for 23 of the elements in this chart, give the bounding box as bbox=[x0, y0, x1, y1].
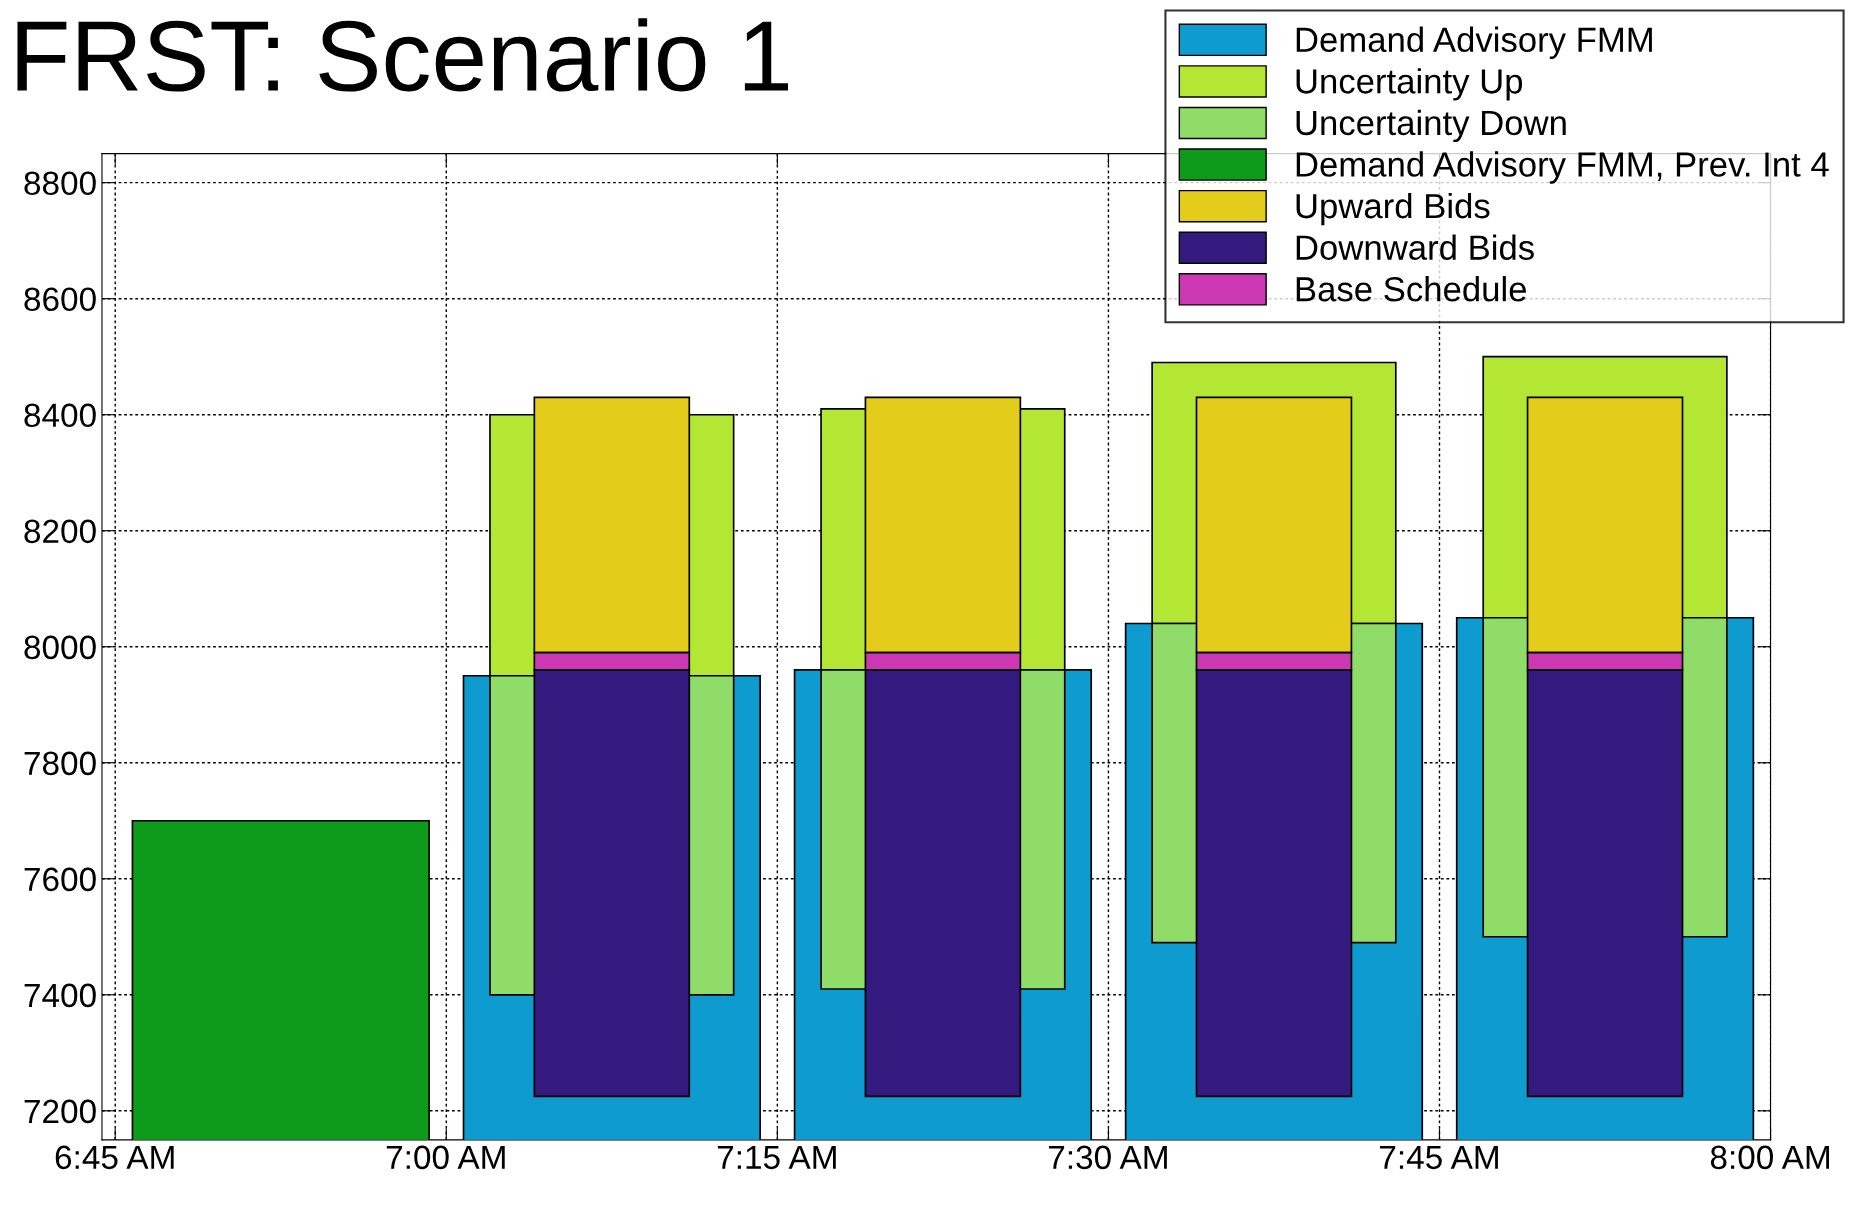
chart-title: FRST: Scenario 1 bbox=[17, 18, 788, 92]
legend-label: Uncertainty Down bbox=[1296, 109, 1566, 143]
legend-label: Demand Advisory FMM, Prev. Int 4 bbox=[1296, 151, 1829, 184]
y-tick-label: 8800 bbox=[24, 171, 96, 196]
legend-label: Demand Advisory FMM bbox=[1296, 26, 1652, 59]
x-tick-label: 7:45 AM bbox=[1380, 1145, 1498, 1170]
y-tick-label: 7200 bbox=[24, 1099, 96, 1124]
y-tick-label: 7400 bbox=[24, 983, 96, 1008]
x-tick-label: 7:00 AM bbox=[386, 1145, 505, 1170]
legend-label: Upward Bids bbox=[1296, 192, 1490, 226]
x-tick-label: 6:45 AM bbox=[55, 1145, 174, 1170]
y-tick-label: 8600 bbox=[24, 287, 96, 312]
legend-label: Uncertainty Up bbox=[1296, 68, 1523, 101]
y-tick-label: 7800 bbox=[24, 751, 96, 776]
y-tick-label: 8200 bbox=[24, 519, 96, 544]
legend-label: Downward Bids bbox=[1296, 234, 1534, 260]
x-tick-label: 7:15 AM bbox=[717, 1145, 836, 1170]
x-tick-label: 8:00 AM bbox=[1710, 1145, 1829, 1170]
y-tick-label: 8400 bbox=[24, 403, 96, 428]
legend-label: Base Schedule bbox=[1296, 276, 1526, 302]
y-tick-label: 8000 bbox=[24, 635, 96, 660]
y-tick-label: 7600 bbox=[24, 867, 96, 892]
x-tick-label: 7:30 AM bbox=[1048, 1145, 1167, 1170]
